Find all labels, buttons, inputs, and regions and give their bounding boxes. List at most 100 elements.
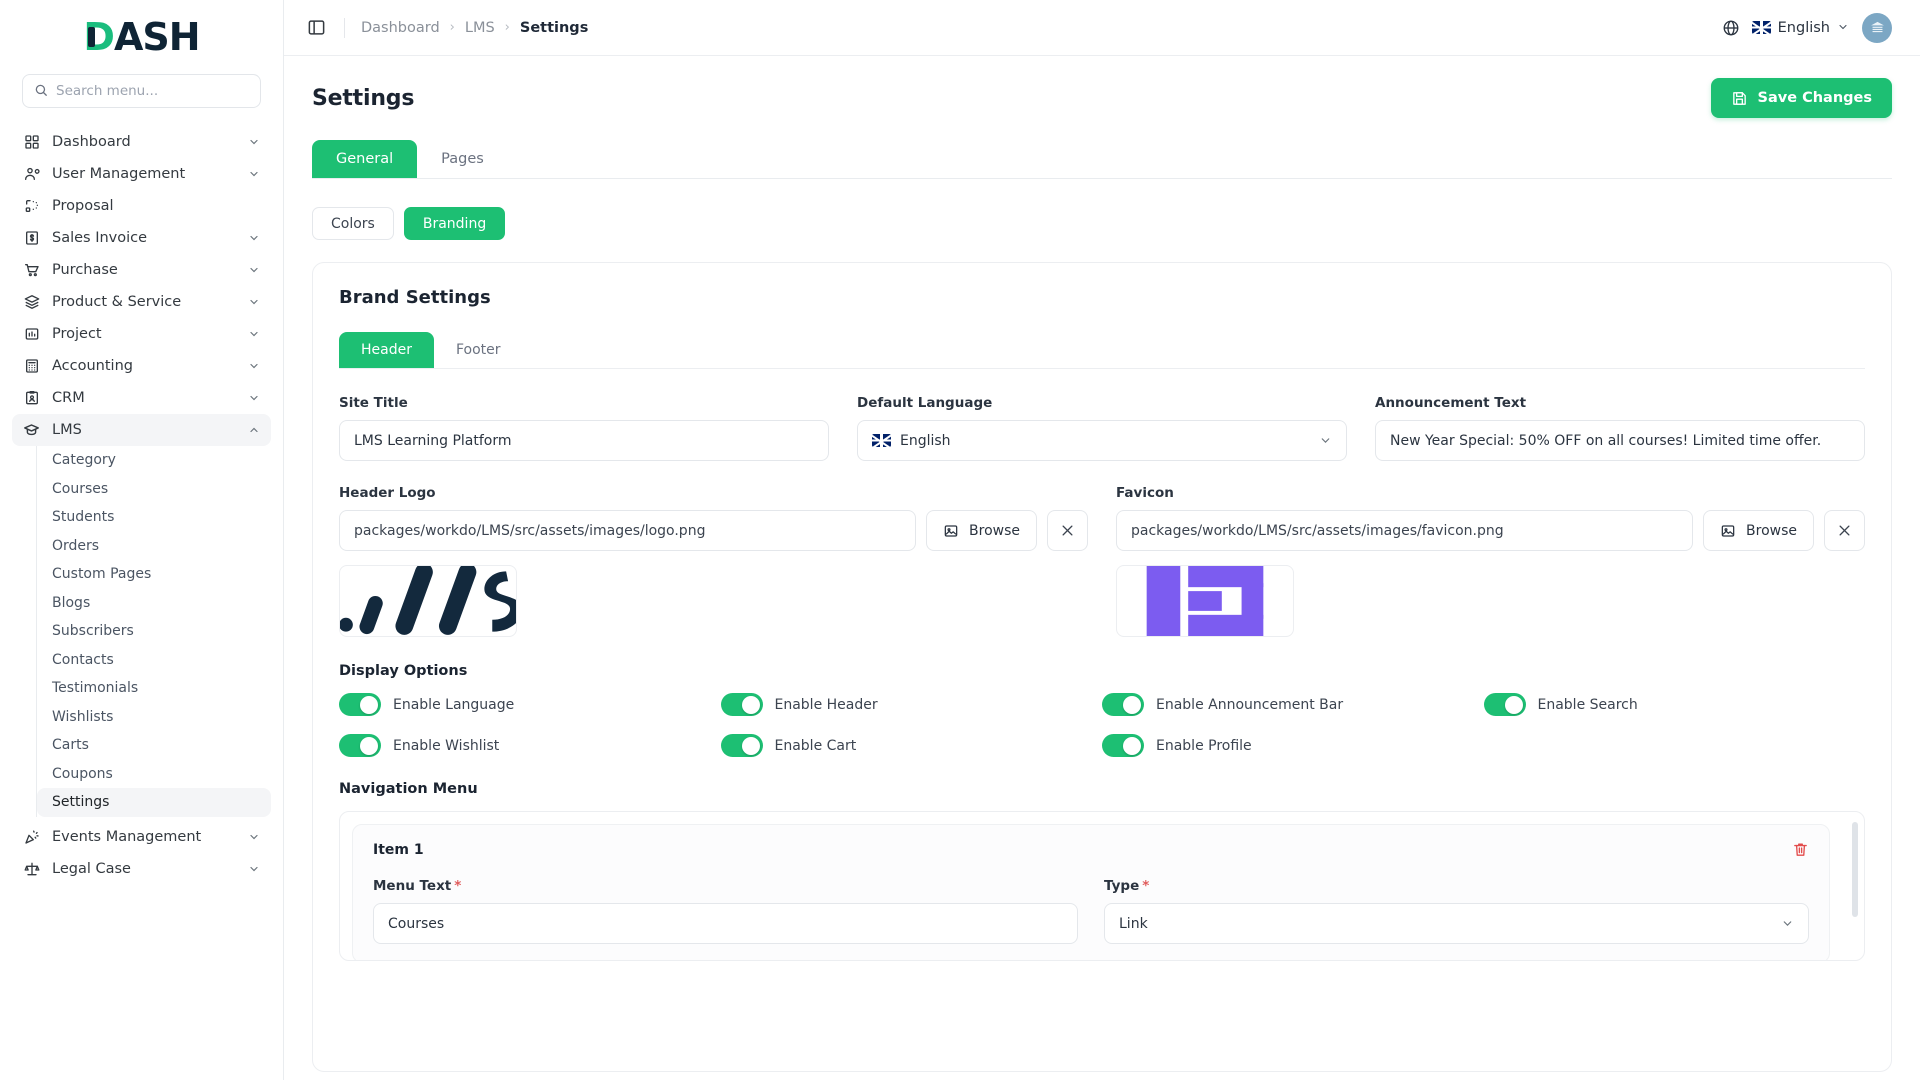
- scales-icon: [23, 860, 40, 877]
- toggle-enable-cart[interactable]: Enable Cart: [720, 734, 1103, 757]
- sidebar-item-legal-case[interactable]: Legal Case: [12, 853, 271, 885]
- announcement-text-input[interactable]: New Year Special: 50% OFF on all courses…: [1375, 420, 1865, 461]
- delete-icon[interactable]: [1792, 841, 1809, 858]
- navigation-menu-panel: Item 1 Menu Text * Courses: [339, 811, 1865, 961]
- sidebar-item-crm[interactable]: CRM: [12, 382, 271, 414]
- chevron-down-icon: [1319, 434, 1332, 447]
- sidebar-item-events-management[interactable]: Events Management: [12, 821, 271, 853]
- chevron-down-icon: [248, 360, 260, 372]
- navigation-menu-scrollbar-thumb[interactable]: [1852, 822, 1858, 917]
- breadcrumb-lms[interactable]: LMS: [464, 19, 495, 36]
- chevron-down-icon: [248, 831, 260, 843]
- avatar[interactable]: [1862, 12, 1892, 43]
- sidebar-subitem-contacts[interactable]: Contacts: [37, 646, 271, 675]
- chevron-down-icon: [248, 296, 260, 308]
- logo-d-mark: D: [83, 15, 115, 59]
- header-logo-clear-button[interactable]: [1047, 510, 1088, 551]
- brand-logo[interactable]: D ASH: [0, 0, 283, 74]
- sidebar-subitem-subscribers[interactable]: Subscribers: [37, 617, 271, 646]
- search-input[interactable]: [56, 83, 249, 99]
- sidebar-toggle-icon[interactable]: [304, 16, 328, 40]
- toggle-switch[interactable]: [1483, 693, 1526, 716]
- header-logo-browse-button[interactable]: Browse: [926, 510, 1037, 551]
- pill-colors[interactable]: Colors: [312, 207, 394, 240]
- sidebar-item-label: Sales Invoice: [52, 230, 148, 246]
- toggle-switch[interactable]: [339, 693, 381, 716]
- uk-flag-icon: [1751, 21, 1771, 34]
- menu-text-label-text: Menu Text: [373, 878, 452, 894]
- chevron-up-icon: [248, 424, 260, 436]
- proposal-icon: [23, 198, 40, 215]
- required-asterisk: *: [454, 878, 462, 894]
- layers-icon: [23, 294, 40, 311]
- pill-branding[interactable]: Branding: [403, 207, 506, 240]
- sidebar-subitem-wishlists[interactable]: Wishlists: [37, 703, 271, 732]
- site-title-input[interactable]: LMS Learning Platform: [339, 420, 829, 461]
- sidebar-subitem-label: Settings: [52, 794, 110, 811]
- sidebar-item-user-management[interactable]: User Management: [12, 158, 271, 190]
- toggle-enable-search[interactable]: Enable Search: [1483, 693, 1866, 716]
- toggle-enable-header[interactable]: Enable Header: [720, 693, 1103, 716]
- sidebar-item-label: Product & Service: [52, 294, 182, 310]
- site-title-field: Site Title LMS Learning Platform: [339, 395, 829, 461]
- toggle-enable-announcement-bar[interactable]: Enable Announcement Bar: [1102, 693, 1484, 716]
- toggle-switch[interactable]: [1102, 693, 1144, 716]
- sidebar-item-purchase[interactable]: Purchase: [12, 254, 271, 286]
- sidebar-subitem-carts[interactable]: Carts: [37, 731, 271, 760]
- sidebar-subitem-students[interactable]: Students: [37, 503, 271, 532]
- sidebar-subitem-blogs[interactable]: Blogs: [37, 589, 271, 618]
- toggle-switch[interactable]: [720, 734, 763, 757]
- sidebar-item-label: Accounting: [52, 358, 133, 374]
- tab-general[interactable]: General: [312, 140, 418, 178]
- toggle-enable-language[interactable]: Enable Language: [339, 693, 721, 716]
- sidebar-subitem-orders[interactable]: Orders: [37, 532, 271, 561]
- menu-text-value: Courses: [388, 915, 445, 932]
- sidebar-submenu-lms: Category Courses Students Orders Custom …: [12, 446, 271, 817]
- sidebar-item-label: Events Management: [52, 828, 202, 845]
- toggle-label: Enable Profile: [1156, 737, 1252, 754]
- sidebar-item-product-service[interactable]: Product & Service: [12, 286, 271, 318]
- sidebar-item-accounting[interactable]: Accounting: [12, 350, 271, 382]
- sidebar-subitem-label: Carts: [52, 737, 89, 754]
- sidebar-subitem-coupons[interactable]: Coupons: [37, 760, 271, 789]
- sidebar-subitem-settings[interactable]: Settings: [37, 788, 271, 817]
- globe-icon[interactable]: [1722, 19, 1740, 37]
- default-language-label: Default Language: [857, 395, 993, 411]
- subtab-footer[interactable]: Footer: [434, 332, 523, 368]
- sidebar-subitem-label: Courses: [52, 480, 109, 497]
- sidebar-item-proposal[interactable]: Proposal: [12, 190, 271, 222]
- sidebar-subitem-courses[interactable]: Courses: [37, 475, 271, 504]
- sidebar-item-dashboard[interactable]: Dashboard: [12, 126, 271, 158]
- menu-type-select[interactable]: Link: [1104, 903, 1809, 944]
- sidebar-item-lms[interactable]: LMS: [12, 414, 271, 446]
- sidebar-subitem-custom-pages[interactable]: Custom Pages: [37, 560, 271, 589]
- header-logo-label: Header Logo: [339, 485, 436, 501]
- search-box[interactable]: [22, 74, 261, 108]
- breadcrumb-dashboard[interactable]: Dashboard: [361, 19, 440, 36]
- sidebar-item-label: User Management: [52, 166, 186, 182]
- toggle-switch[interactable]: [1102, 734, 1144, 757]
- language-selector[interactable]: English: [1751, 20, 1850, 36]
- favicon-clear-button[interactable]: [1824, 510, 1865, 551]
- sidebar-subitem-label: Testimonials: [52, 680, 139, 697]
- save-changes-button[interactable]: Save Changes: [1710, 78, 1892, 118]
- header-logo-path-input[interactable]: packages/workdo/LMS/src/assets/images/lo…: [339, 510, 917, 551]
- sidebar-subitem-category[interactable]: Category: [37, 446, 271, 475]
- close-icon: [1837, 523, 1852, 538]
- toggle-switch[interactable]: [339, 734, 381, 757]
- subtab-header[interactable]: Header: [339, 332, 434, 368]
- sidebar-subitem-testimonials[interactable]: Testimonials: [37, 674, 271, 703]
- sidebar-item-sales-invoice[interactable]: Sales Invoice: [12, 222, 271, 254]
- toggle-enable-profile[interactable]: Enable Profile: [1102, 734, 1484, 757]
- favicon-path-input[interactable]: packages/workdo/LMS/src/assets/images/fa…: [1116, 510, 1694, 551]
- favicon-browse-button[interactable]: Browse: [1703, 510, 1814, 551]
- default-language-select[interactable]: English: [857, 420, 1347, 461]
- tab-pages[interactable]: Pages: [417, 140, 508, 178]
- toggle-enable-wishlist[interactable]: Enable Wishlist: [339, 734, 721, 757]
- sidebar-item-project[interactable]: Project: [12, 318, 271, 350]
- menu-text-input[interactable]: Courses: [373, 903, 1078, 944]
- pill-label: Colors: [331, 215, 375, 232]
- menu-text-label: Menu Text *: [373, 878, 1078, 894]
- toggle-switch[interactable]: [720, 693, 763, 716]
- chevron-down-icon: [248, 168, 260, 180]
